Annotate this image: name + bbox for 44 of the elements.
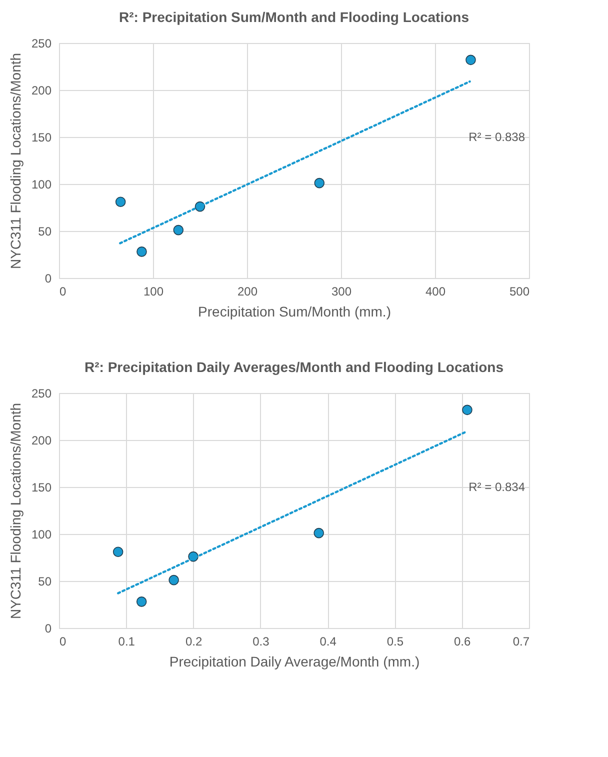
x-tick-label: 0 — [60, 634, 66, 648]
x-tick-label: 0.5 — [386, 634, 404, 648]
point — [112, 546, 124, 557]
point — [314, 528, 324, 538]
y-axis-title: NYC311 Flooding Locations/Month — [7, 52, 24, 270]
annotation: R² = 0.838 — [468, 130, 526, 144]
x-tick-label: 100 — [143, 284, 164, 298]
x-tick-label: 300 — [331, 284, 352, 298]
chart-title: R²: Precipitation Daily Averages/Month and Flooding Locations — [84, 359, 504, 375]
point — [136, 596, 147, 607]
point — [466, 54, 476, 66]
point — [168, 574, 179, 586]
y-tick-label: 100 — [31, 178, 52, 192]
y-tick-label: 150 — [31, 130, 52, 144]
point — [115, 196, 126, 207]
x-axis-title: Precipitation Sum/Month (mm.) — [198, 304, 391, 320]
y-tick-label: 50 — [38, 224, 52, 238]
x-tick-label: 400 — [425, 284, 446, 298]
y-tick-label: 150 — [31, 480, 52, 494]
x-axis-title: Precipitation Daily Average/Month (mm.) — [169, 654, 420, 670]
point — [314, 178, 325, 188]
x-tick-label: 200 — [237, 284, 258, 298]
x-tick-label: 0.7 — [512, 634, 530, 648]
y-axis-title: NYC311 Flooding Locations/Month — [7, 402, 24, 620]
x-tick-label: 0.4 — [320, 634, 337, 648]
point — [462, 404, 472, 416]
x-tick-label: 500 — [509, 284, 530, 298]
point — [136, 246, 147, 257]
y-tick-label: 50 — [38, 574, 52, 588]
x-tick-label: 0 — [60, 284, 66, 298]
annotation: R² = 0.834 — [468, 480, 526, 494]
point — [173, 224, 184, 236]
x-tick-label: 0.1 — [118, 634, 136, 648]
x-tick-label: 0.6 — [454, 634, 472, 648]
y-tick-label: 0 — [44, 272, 52, 286]
x-tick-label: 0.3 — [252, 634, 270, 648]
x-tick-label: 0.2 — [185, 634, 202, 648]
y-tick-label: 200 — [31, 84, 52, 98]
y-tick-label: 250 — [31, 386, 52, 400]
y-tick-label: 0 — [44, 622, 52, 636]
y-tick-label: 250 — [31, 36, 52, 50]
y-tick-label: 100 — [31, 528, 52, 542]
chart-title: R²: Precipitation Sum/Month and Flooding Locations — [119, 9, 470, 25]
y-tick-label: 200 — [31, 434, 52, 448]
